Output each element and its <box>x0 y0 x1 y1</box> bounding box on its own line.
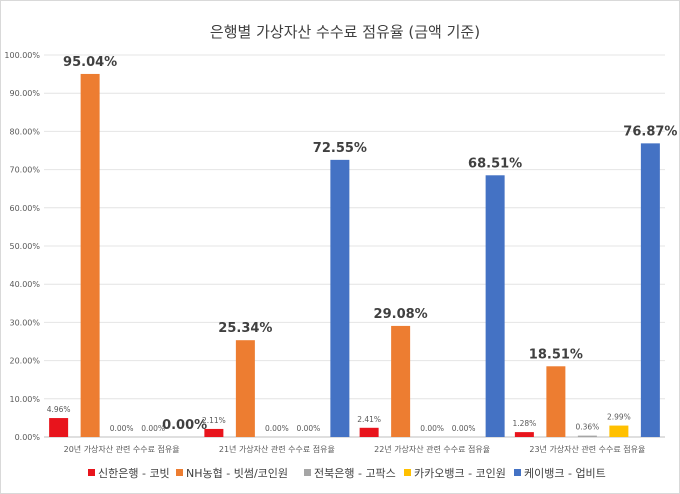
category-label: 23년 가상자산 관련 수수료 점유율 <box>529 444 645 454</box>
data-label: 0.00% <box>452 424 476 433</box>
data-label: 0.00% <box>162 418 207 433</box>
legend-label: 전북은행 - 고팍스 <box>314 467 396 480</box>
data-label: 95.04% <box>63 55 117 70</box>
data-label: 18.51% <box>529 347 583 362</box>
legend-swatch <box>514 469 521 476</box>
data-label: 0.00% <box>296 424 320 433</box>
legend: 신한은행 - 코빗 NH농협 - 빗썸/코인원 전북은행 - 고팍스 카카오뱅크 - … <box>88 467 606 480</box>
legend-swatch <box>88 469 95 476</box>
category-label: 22년 가상자산 관련 수수료 점유율 <box>374 444 490 454</box>
bar <box>514 432 534 437</box>
bar <box>235 340 255 437</box>
y-axis-ticks: 0.00% 10.00% 20.00% 30.00% 40.00% 50.00% 60.00… <box>4 51 40 442</box>
data-label: 72.55% <box>313 141 367 156</box>
bar <box>485 175 505 437</box>
legend-swatch <box>304 469 311 476</box>
bar <box>546 366 566 437</box>
x-axis-categories: 20년 가상자산 관련 수수료 점유율 21년 가상자산 관련 수수료 점유율 22… <box>64 444 646 454</box>
bar <box>49 418 69 437</box>
y-tick-label: 60.00% <box>9 204 40 213</box>
data-label: 2.99% <box>607 413 631 422</box>
y-tick-label: 20.00% <box>9 357 40 366</box>
data-label: 76.87% <box>623 124 677 139</box>
data-label: 1.28% <box>512 419 536 428</box>
y-tick-label: 30.00% <box>9 318 40 327</box>
y-tick-label: 70.00% <box>9 166 40 175</box>
y-tick-label: 100.00% <box>4 51 40 60</box>
data-label: 0.36% <box>575 423 599 432</box>
bar <box>359 427 379 437</box>
y-tick-label: 0.00% <box>15 433 41 442</box>
data-label: 0.00% <box>141 424 165 433</box>
data-label: 4.96% <box>47 405 71 414</box>
data-label: 68.51% <box>468 156 522 171</box>
bar <box>330 159 350 437</box>
data-label: 0.00% <box>265 424 289 433</box>
y-tick-label: 50.00% <box>9 242 40 251</box>
data-label: 29.08% <box>374 307 428 322</box>
legend-swatch <box>404 469 411 476</box>
data-label: 0.00% <box>110 424 134 433</box>
category-label: 20년 가상자산 관련 수수료 점유율 <box>64 444 180 454</box>
bars <box>49 73 660 437</box>
bar <box>204 428 224 437</box>
bar <box>80 73 100 437</box>
legend-label: 케이뱅크 - 업비트 <box>524 467 606 480</box>
y-tick-label: 80.00% <box>9 127 40 136</box>
legend-label: 카카오뱅크 - 코인원 <box>414 467 506 480</box>
data-label: 0.00% <box>420 424 444 433</box>
data-labels: 4.96%95.04%0.00% 0.00%0.00%2.11%25.34%0.0… <box>47 55 678 433</box>
legend-label: 신한은행 - 코빗 <box>98 467 170 480</box>
bar <box>640 143 660 437</box>
y-tick-label: 10.00% <box>9 395 40 404</box>
data-label: 2.41% <box>357 415 381 424</box>
category-label: 21년 가상자산 관련 수수료 점유율 <box>219 444 335 454</box>
bar <box>577 435 597 437</box>
y-tick-label: 40.00% <box>9 280 40 289</box>
bar <box>609 425 629 437</box>
y-tick-label: 90.00% <box>9 89 40 98</box>
bar <box>391 325 411 437</box>
data-label: 25.34% <box>218 321 272 336</box>
legend-swatch <box>176 469 183 476</box>
legend-label: NH농협 - 빗썸/코인원 <box>186 467 288 480</box>
chart-title: 은행별 가상자산 수수료 점유율 (금액 기준) <box>210 23 480 41</box>
data-label: 2.11% <box>202 416 226 425</box>
